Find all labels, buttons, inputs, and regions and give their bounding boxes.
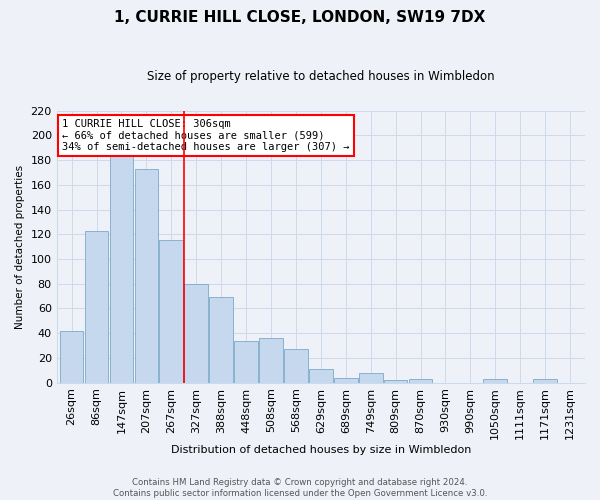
Bar <box>110 155 133 382</box>
Bar <box>134 168 158 382</box>
Bar <box>533 379 557 382</box>
Text: 1 CURRIE HILL CLOSE: 306sqm
← 66% of detached houses are smaller (599)
34% of se: 1 CURRIE HILL CLOSE: 306sqm ← 66% of det… <box>62 118 349 152</box>
Bar <box>234 340 258 382</box>
Bar <box>85 230 109 382</box>
Bar <box>284 350 308 382</box>
Title: Size of property relative to detached houses in Wimbledon: Size of property relative to detached ho… <box>147 70 494 83</box>
Bar <box>184 284 208 382</box>
Bar <box>309 369 332 382</box>
Bar <box>209 298 233 382</box>
Bar <box>384 380 407 382</box>
Bar <box>60 331 83 382</box>
Bar <box>359 373 383 382</box>
Bar <box>484 379 507 382</box>
Bar <box>259 338 283 382</box>
Bar <box>160 240 183 382</box>
Bar <box>409 379 433 382</box>
X-axis label: Distribution of detached houses by size in Wimbledon: Distribution of detached houses by size … <box>170 445 471 455</box>
Y-axis label: Number of detached properties: Number of detached properties <box>15 164 25 328</box>
Text: 1, CURRIE HILL CLOSE, LONDON, SW19 7DX: 1, CURRIE HILL CLOSE, LONDON, SW19 7DX <box>115 10 485 25</box>
Bar <box>334 378 358 382</box>
Text: Contains HM Land Registry data © Crown copyright and database right 2024.
Contai: Contains HM Land Registry data © Crown c… <box>113 478 487 498</box>
